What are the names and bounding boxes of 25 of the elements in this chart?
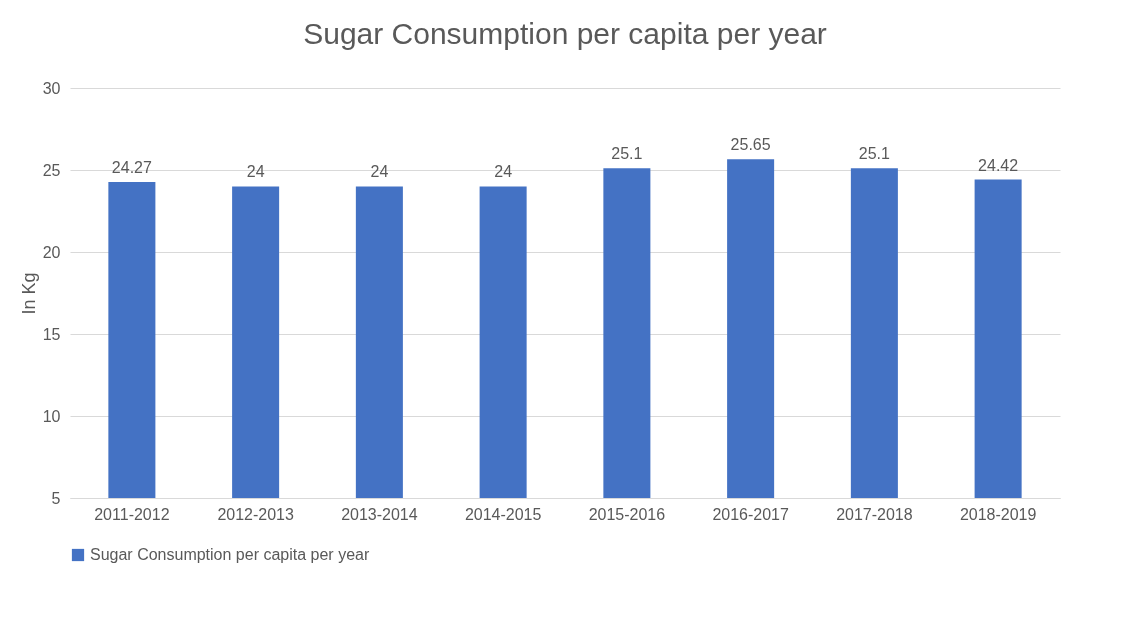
data-label: 25.1 (611, 145, 643, 163)
x-tick-label: 2017-2018 (836, 505, 913, 523)
y-tick-label: 10 (42, 407, 61, 425)
data-label: 24 (370, 163, 389, 181)
y-tick-label: 15 (42, 325, 61, 343)
data-label: 24 (246, 163, 265, 181)
x-tick-label: 2014-2015 (464, 505, 542, 523)
x-tick-label: 2013-2014 (341, 505, 418, 523)
x-tick-label: 2015-2016 (588, 505, 666, 523)
data-label: 24 (494, 163, 513, 181)
y-tick-label: 5 (51, 489, 61, 507)
data-label: 25.65 (730, 136, 771, 154)
data-label: 24.42 (978, 156, 1019, 174)
y-tick-label: 25 (42, 161, 61, 179)
y-tick-label: 20 (42, 243, 61, 261)
x-tick-label: 2011-2012 (94, 505, 170, 523)
x-tick-label: 2016-2017 (712, 505, 789, 523)
data-label: 24.27 (111, 158, 152, 176)
x-tick-label: 2018-2019 (959, 505, 1037, 523)
data-label: 25.1 (858, 145, 891, 163)
y-axis-title: In Kg (18, 272, 39, 315)
y-tick-label: 30 (42, 79, 61, 97)
legend-label: Sugar Consumption per capita per year (90, 546, 370, 563)
x-tick-label: 2012-2013 (217, 505, 294, 523)
chart-title: Sugar Consumption per capita per year (303, 17, 827, 50)
